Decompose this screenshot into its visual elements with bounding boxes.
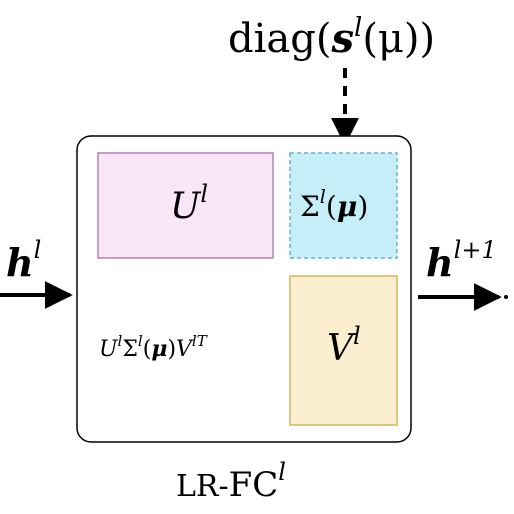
- product-v: V: [176, 337, 194, 362]
- output-label: hl+1: [426, 236, 497, 285]
- sigma-box: [289, 152, 398, 259]
- diag-s: s: [330, 15, 354, 62]
- u-box-label: Ul: [170, 180, 208, 227]
- product-u-sup: l: [118, 332, 123, 350]
- diag-prefix: diag(: [228, 16, 331, 62]
- v-sup: l: [353, 322, 361, 350]
- module-sup: l: [278, 458, 286, 486]
- product-close: ): [167, 337, 176, 362]
- input-sup: l: [34, 236, 42, 264]
- v-box: [289, 275, 398, 426]
- product-sigma-sup: l: [138, 332, 143, 350]
- module-label: LR-FCl: [176, 458, 286, 505]
- diag-label: diag(sl(μ)): [228, 13, 435, 62]
- sigma-sup: l: [320, 186, 326, 208]
- sigma-close: ): [357, 190, 368, 223]
- u-sup: l: [200, 180, 208, 208]
- v-base: V: [327, 328, 357, 369]
- sigma-box-label: Σl(μ): [300, 186, 368, 223]
- u-box: [97, 152, 274, 259]
- output-base: h: [426, 240, 454, 285]
- diag-sup: l: [354, 13, 362, 43]
- product-open: (: [143, 337, 152, 362]
- module-prefix: LR-: [176, 469, 229, 504]
- product-u: U: [99, 337, 119, 362]
- product-mu: μ: [151, 336, 167, 362]
- diag-arg: (μ)): [362, 16, 435, 62]
- sigma-open: (: [326, 190, 337, 223]
- output-dot: [504, 295, 508, 299]
- product-formula: UlΣl(μ)VlT: [99, 332, 208, 362]
- output-sup: l+1: [454, 236, 497, 264]
- u-base: U: [170, 186, 202, 227]
- sigma-mu: μ: [337, 190, 358, 223]
- sigma-base: Σ: [300, 190, 320, 223]
- module-name: FC: [229, 465, 279, 505]
- v-box-label: Vl: [327, 322, 361, 369]
- input-label: hl: [6, 236, 41, 285]
- input-base: h: [6, 240, 34, 285]
- product-sigma: Σ: [122, 337, 138, 362]
- product-v-sup: lT: [192, 332, 208, 350]
